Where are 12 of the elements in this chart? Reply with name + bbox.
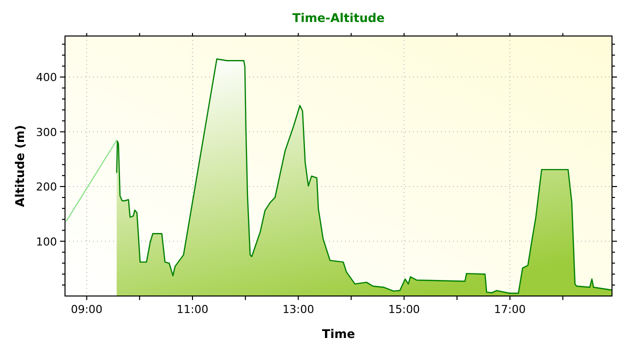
y-tick-label: 200 bbox=[36, 180, 57, 194]
y-tick-label: 100 bbox=[36, 235, 57, 248]
chart-title: Time-Altitude bbox=[292, 11, 385, 25]
x-tick-label: 17:00 bbox=[494, 303, 526, 316]
x-tick-label: 09:00 bbox=[70, 303, 103, 316]
x-tick-label: 11:00 bbox=[176, 303, 208, 316]
y-axis-title: Altitude (m) bbox=[13, 125, 27, 207]
y-tick-label: 300 bbox=[36, 126, 57, 139]
x-axis-title: Time bbox=[322, 327, 355, 341]
y-tick-label: 400 bbox=[36, 71, 57, 84]
x-tick-label: 15:00 bbox=[388, 303, 420, 316]
x-tick-label: 13:00 bbox=[282, 303, 314, 316]
